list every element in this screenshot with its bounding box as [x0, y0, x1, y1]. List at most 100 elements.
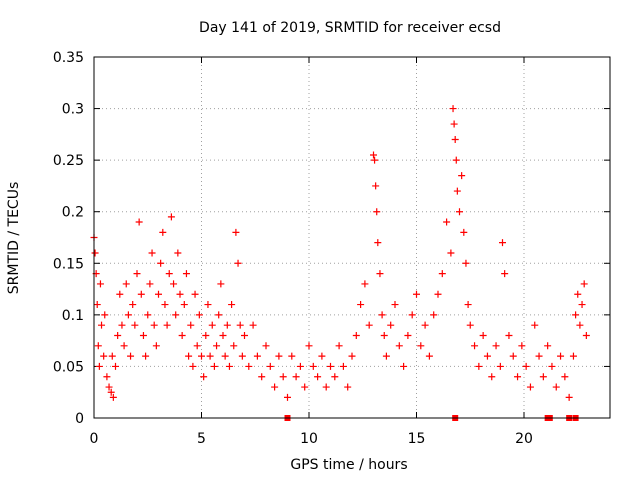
data-point	[133, 270, 141, 278]
data-point	[552, 383, 560, 391]
data-point	[449, 105, 457, 113]
data-point	[101, 311, 109, 319]
data-point	[452, 156, 460, 164]
data-point	[271, 383, 279, 391]
y-tick-label: 0.35	[53, 50, 84, 66]
data-point	[157, 259, 165, 267]
data-point	[93, 301, 101, 309]
data-point	[238, 352, 246, 360]
data-point	[348, 352, 356, 360]
data-point	[182, 270, 190, 278]
data-point	[258, 373, 266, 381]
data-point	[94, 342, 102, 350]
data-point	[447, 249, 455, 257]
data-point	[569, 352, 577, 360]
data-point	[373, 208, 381, 216]
data-point	[135, 218, 143, 226]
data-point	[100, 352, 108, 360]
chart-title: Day 141 of 2019, SRMTID for receiver ecs…	[199, 20, 501, 36]
data-point	[395, 342, 403, 350]
data-point	[505, 331, 513, 339]
data-point	[374, 239, 382, 247]
x-tick-label: 0	[90, 431, 99, 447]
data-point	[129, 301, 137, 309]
y-tick-label: 0.15	[53, 256, 84, 272]
data-point	[210, 362, 218, 370]
data-point	[466, 321, 474, 329]
data-point	[492, 342, 500, 350]
data-point	[318, 352, 326, 360]
data-point	[249, 321, 257, 329]
data-point	[139, 331, 147, 339]
data-point	[114, 331, 122, 339]
data-point	[582, 331, 590, 339]
data-point	[301, 383, 309, 391]
data-point	[198, 352, 205, 360]
data-point	[187, 321, 195, 329]
data-point	[180, 301, 188, 309]
data-point	[234, 259, 242, 267]
data-point	[496, 362, 504, 370]
x-tick-label: 5	[197, 431, 206, 447]
data-point	[580, 280, 588, 288]
data-point	[499, 239, 506, 247]
data-point	[522, 362, 530, 370]
data-point	[131, 321, 139, 329]
data-point	[387, 321, 395, 329]
data-point	[408, 311, 416, 319]
data-point	[488, 373, 496, 381]
data-point	[241, 331, 248, 339]
data-point	[215, 311, 223, 319]
data-point	[112, 362, 119, 370]
data-point	[236, 321, 244, 329]
data-point	[163, 321, 171, 329]
data-point	[266, 362, 274, 370]
data-point	[576, 321, 584, 329]
data-point	[208, 321, 216, 329]
y-axis-label: SRMTID / TECUs	[6, 182, 22, 295]
data-point	[509, 352, 517, 360]
y-tick-label: 0	[75, 411, 84, 427]
data-point	[370, 151, 377, 159]
data-point	[206, 352, 214, 360]
data-point	[400, 362, 408, 370]
data-point	[331, 373, 339, 381]
data-point	[376, 270, 384, 278]
data-point	[548, 362, 556, 370]
data-point	[361, 280, 369, 288]
x-tick-label: 15	[408, 431, 426, 447]
data-point	[544, 342, 552, 350]
data-point	[191, 290, 199, 298]
data-point	[155, 290, 162, 298]
data-point	[471, 342, 479, 350]
data-point	[159, 228, 167, 236]
data-point	[450, 120, 458, 128]
data-point	[322, 383, 330, 391]
data-point	[253, 352, 261, 360]
data-point	[296, 362, 304, 370]
y-tick-label: 0.3	[62, 102, 84, 118]
data-point	[200, 373, 208, 381]
data-point	[232, 228, 240, 236]
data-point	[161, 301, 169, 309]
x-axis-label: GPS time / hours	[290, 457, 407, 473]
data-point	[116, 290, 124, 298]
data-point	[456, 208, 463, 216]
data-point	[335, 342, 343, 350]
data-point	[417, 342, 425, 350]
data-point	[565, 393, 573, 401]
data-point	[574, 290, 582, 298]
y-tick-label: 0.25	[53, 153, 84, 169]
data-point	[292, 373, 300, 381]
x-tick-label: 10	[300, 431, 318, 447]
data-point	[172, 311, 180, 319]
data-point	[464, 301, 472, 309]
data-point	[195, 311, 203, 319]
y-tick-label: 0.05	[53, 359, 84, 375]
data-point	[178, 331, 186, 339]
data-point	[453, 187, 461, 195]
data-point	[443, 218, 451, 226]
data-point	[462, 259, 470, 267]
